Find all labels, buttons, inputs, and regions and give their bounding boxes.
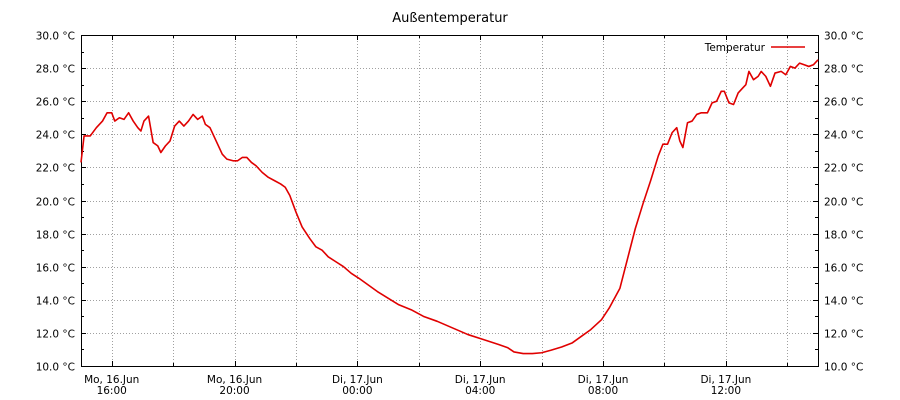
y-tick-label-right: 16.0 °C xyxy=(824,263,863,275)
y-tick-label-left: 20.0 °C xyxy=(36,197,75,209)
x-tick-label-time: 04:00 xyxy=(465,385,495,397)
y-tick-label-right: 18.0 °C xyxy=(824,230,863,242)
y-tick-label-right: 22.0 °C xyxy=(824,163,863,175)
y-tick-label-left: 12.0 °C xyxy=(36,329,75,341)
x-tick-label-time: 12:00 xyxy=(711,385,741,397)
y-tick-label-left: 28.0 °C xyxy=(36,64,75,76)
y-tick-label-left: 18.0 °C xyxy=(36,230,75,242)
y-tick-label-right: 20.0 °C xyxy=(824,197,863,209)
y-tick-label-right: 28.0 °C xyxy=(824,64,863,76)
y-tick-label-right: 24.0 °C xyxy=(824,130,863,142)
x-tick-label-day: Di, 17.Jun xyxy=(455,374,506,386)
y-tick-label-right: 10.0 °C xyxy=(824,362,863,374)
x-tick-label-day: Di, 17.Jun xyxy=(332,374,383,386)
x-tick-label-time: 20:00 xyxy=(219,385,249,397)
grid-layer xyxy=(81,35,818,366)
legend-label: Temperatur xyxy=(704,42,766,54)
x-tick-label-time: 16:00 xyxy=(97,385,127,397)
y-tick-label-left: 22.0 °C xyxy=(36,163,75,175)
y-tick-label-left: 26.0 °C xyxy=(36,97,75,109)
y-tick-label-right: 14.0 °C xyxy=(824,296,863,308)
x-tick-label-day: Mo, 16.Jun xyxy=(84,374,139,386)
plot-frame xyxy=(81,35,819,367)
y-tick-label-left: 24.0 °C xyxy=(36,130,75,142)
y-tick-label-left: 16.0 °C xyxy=(36,263,75,275)
y-tick-label-left: 30.0 °C xyxy=(36,31,75,43)
y-tick-label-left: 14.0 °C xyxy=(36,296,75,308)
x-tick-label-day: Di, 17.Jun xyxy=(578,374,629,386)
x-tick-label-day: Mo, 16.Jun xyxy=(207,374,262,386)
y-tick-label-right: 30.0 °C xyxy=(824,31,863,43)
y-tick-label-right: 12.0 °C xyxy=(824,329,863,341)
axes-layer: 10.0 °C 10.0 °C 12.0 °C 12.0 °C 14.0 °C 14.0 … xyxy=(36,31,864,398)
y-tick-label-right: 26.0 °C xyxy=(824,97,863,109)
x-tick-label-time: 00:00 xyxy=(342,385,372,397)
x-tick-label-day: Di, 17.Jun xyxy=(700,374,751,386)
series-layer xyxy=(80,59,819,355)
legend: Temperatur xyxy=(704,42,805,54)
y-tick-label-left: 10.0 °C xyxy=(36,362,75,374)
x-tick-label-time: 08:00 xyxy=(588,385,618,397)
chart-title: Außentemperatur xyxy=(392,11,508,26)
series-line-temperatur xyxy=(80,59,819,355)
